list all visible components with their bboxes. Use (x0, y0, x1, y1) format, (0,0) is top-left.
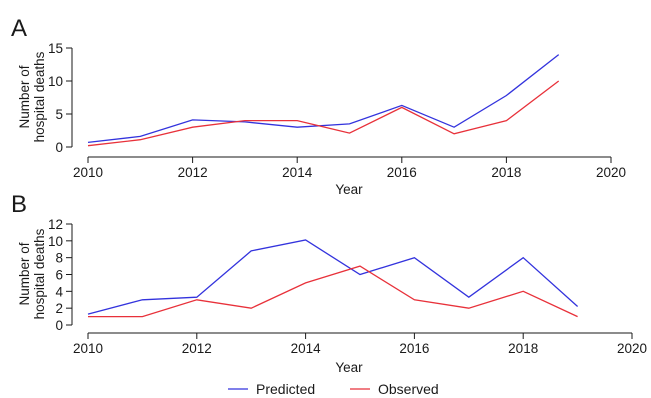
x-tick-label: 2012 (178, 165, 208, 180)
panel-a-ticks: 0 5 10 15 2010 2012 2014 2016 2018 2020 (48, 41, 626, 180)
panel-b-series (87, 239, 579, 318)
y-tick-label: 6 (55, 268, 63, 283)
panel-a-ylabel-line2: hospital deaths (32, 51, 47, 142)
panel-b-letter: B (11, 191, 27, 218)
panel-b-ticks: 0 2 46 8 10 12 2010 2012 2014 2016 2018 2020 (48, 217, 647, 356)
y-tick-label: 0 (55, 318, 63, 333)
panel-b-ylabel-line2: hospital deaths (32, 228, 47, 319)
x-tick-label: 2020 (596, 165, 626, 180)
y-tick-label: 2 (55, 301, 63, 316)
x-tick-label: 2018 (508, 341, 538, 356)
series-line-observed (88, 265, 578, 318)
y-tick-label: 5 (55, 107, 63, 122)
y-tick-label: 8 (55, 251, 63, 266)
y-tick-label: 4 (55, 284, 63, 299)
x-tick-label: 2016 (387, 165, 417, 180)
legend-label-observed: Observed (378, 381, 439, 397)
panel-a-ylabel: Number of hospital deaths (17, 51, 47, 142)
series-line-predicted (87, 239, 579, 315)
series-line-observed (87, 80, 560, 147)
panel-b: B Number of hospital deaths 0 2 46 8 10 12 201… (11, 191, 647, 375)
x-tick-label: 2014 (282, 165, 313, 180)
x-tick-label: 2012 (182, 341, 212, 356)
legend-label-predicted: Predicted (256, 381, 315, 397)
y-tick-label: 10 (48, 234, 63, 249)
y-tick-label: 10 (48, 74, 63, 89)
panel-a: A Number of hospital deaths 0 5 10 15 2010 20… (11, 15, 626, 197)
x-tick-label: 2014 (291, 341, 322, 356)
panel-b-xlabel: Year (335, 360, 363, 375)
y-tick-label: 0 (55, 140, 63, 155)
legend: Predicted Observed (228, 381, 439, 397)
x-tick-label: 2010 (73, 341, 103, 356)
panel-a-series (87, 54, 560, 147)
x-tick-label: 2018 (491, 165, 521, 180)
panel-b-ylabel: Number of hospital deaths (17, 228, 47, 319)
x-tick-label: 2010 (73, 165, 103, 180)
panel-a-letter: A (11, 15, 27, 42)
panel-b-ylabel-line1: Number of (17, 242, 32, 305)
y-tick-label: 15 (48, 41, 63, 56)
panel-a-ylabel-line1: Number of (17, 65, 32, 128)
x-tick-label: 2016 (399, 341, 429, 356)
series-line-predicted (87, 54, 560, 144)
panel-a-xlabel: Year (335, 182, 363, 197)
y-tick-label: 12 (48, 217, 63, 232)
x-tick-label: 2020 (617, 341, 647, 356)
